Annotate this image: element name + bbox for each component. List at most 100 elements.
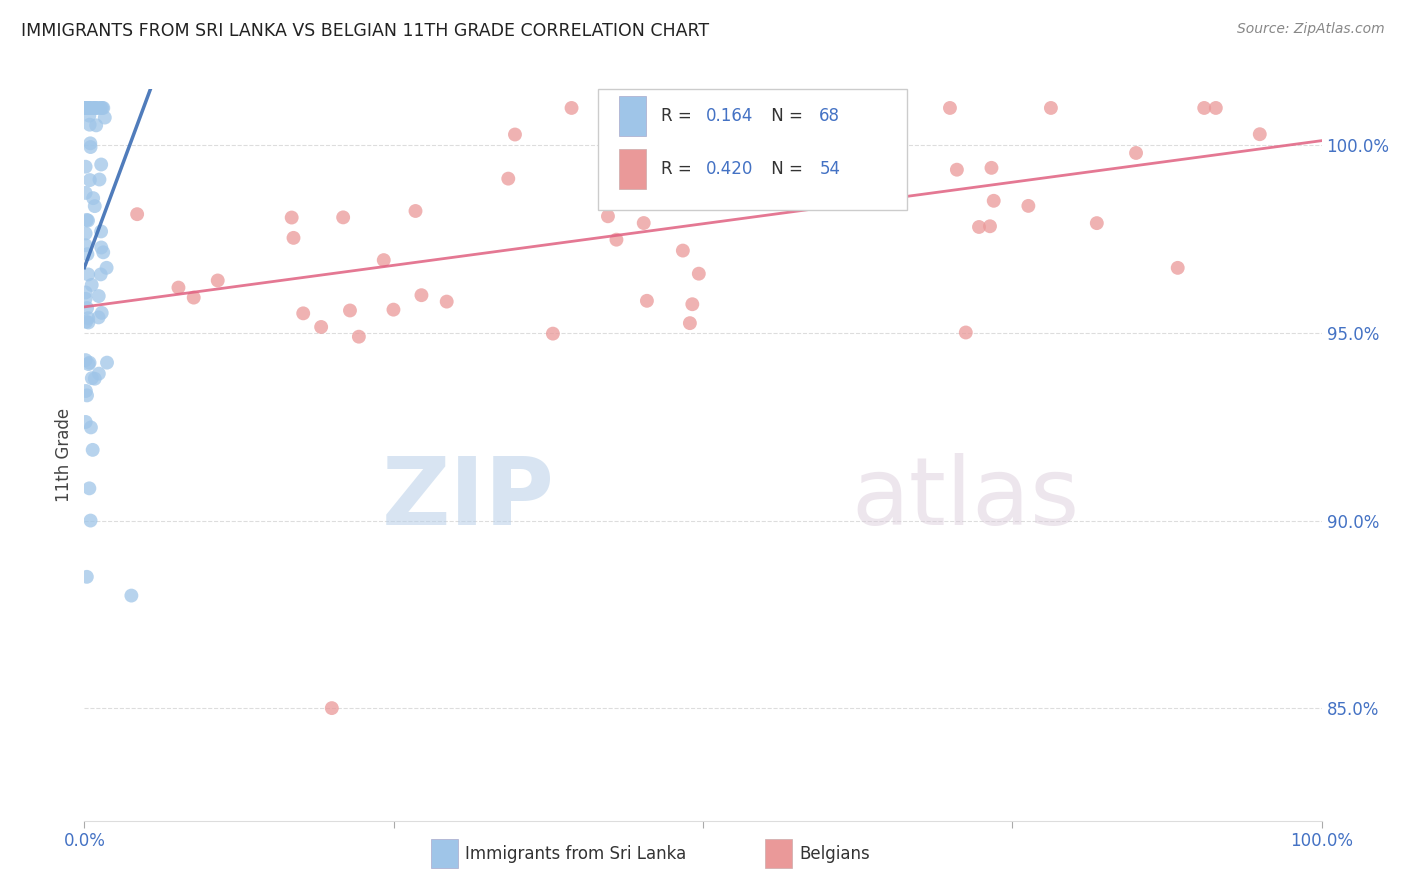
Point <box>90 157 112 171</box>
Point <box>79 140 101 154</box>
Point <box>339 303 361 318</box>
Y-axis label: 11th Grade: 11th Grade <box>55 408 73 502</box>
Point <box>120 589 142 603</box>
Point <box>75 238 97 252</box>
Point <box>292 306 315 320</box>
Text: 54: 54 <box>820 160 841 178</box>
Point <box>561 101 583 115</box>
Text: Belgians: Belgians <box>800 845 870 863</box>
Point <box>76 101 98 115</box>
Point <box>347 329 370 343</box>
Point <box>1039 101 1062 115</box>
Point <box>672 244 695 258</box>
Text: R =: R = <box>661 160 697 178</box>
FancyBboxPatch shape <box>765 838 792 868</box>
Point <box>90 240 112 254</box>
Point <box>880 120 903 135</box>
Point <box>75 415 97 429</box>
Point <box>733 167 755 181</box>
Point <box>90 224 112 238</box>
Point <box>80 371 103 385</box>
Point <box>679 316 702 330</box>
FancyBboxPatch shape <box>430 838 458 868</box>
Point <box>76 212 98 227</box>
FancyBboxPatch shape <box>619 95 647 136</box>
Point <box>127 207 149 221</box>
Point <box>309 320 332 334</box>
Point <box>283 231 305 245</box>
Point <box>967 219 990 234</box>
Text: Immigrants from Sri Lanka: Immigrants from Sri Lanka <box>465 845 686 863</box>
Point <box>167 280 190 294</box>
Point <box>83 372 105 386</box>
Text: N =: N = <box>766 107 808 125</box>
Point <box>77 357 100 371</box>
Point <box>1167 260 1189 275</box>
Point <box>79 101 101 115</box>
Point <box>411 288 433 302</box>
Text: Source: ZipAtlas.com: Source: ZipAtlas.com <box>1237 22 1385 37</box>
Point <box>77 316 100 330</box>
Point <box>87 101 110 115</box>
Point <box>77 268 100 282</box>
Point <box>596 209 619 223</box>
Point <box>207 273 229 287</box>
Point <box>633 216 655 230</box>
Point <box>76 247 98 261</box>
Point <box>77 101 100 115</box>
Point <box>79 109 101 123</box>
Point <box>94 111 117 125</box>
FancyBboxPatch shape <box>619 149 647 189</box>
Point <box>91 245 114 260</box>
Text: atlas: atlas <box>852 453 1080 545</box>
Point <box>681 297 703 311</box>
Point <box>83 199 105 213</box>
Point <box>76 101 98 115</box>
Point <box>77 101 100 115</box>
Point <box>688 267 710 281</box>
Point <box>79 118 101 132</box>
Point <box>80 277 103 292</box>
Point <box>75 101 97 115</box>
Point <box>75 285 97 300</box>
Point <box>79 356 101 370</box>
Text: R =: R = <box>661 107 697 125</box>
Point <box>321 701 343 715</box>
Point <box>1017 199 1039 213</box>
Point <box>90 306 112 320</box>
Text: 0.420: 0.420 <box>706 160 752 178</box>
Point <box>806 164 828 178</box>
Text: ZIP: ZIP <box>381 453 554 545</box>
Point <box>82 442 104 457</box>
Point <box>87 289 110 303</box>
Point <box>76 388 98 402</box>
Point <box>503 128 526 142</box>
Point <box>90 101 112 115</box>
Point <box>939 101 962 115</box>
Point <box>1205 101 1227 115</box>
Point <box>693 101 716 115</box>
Point <box>90 268 112 282</box>
Point <box>979 219 1001 234</box>
Point <box>77 101 100 115</box>
Point <box>76 301 98 315</box>
Point <box>75 101 97 115</box>
Point <box>332 211 354 225</box>
Point <box>848 194 870 209</box>
Point <box>96 260 118 275</box>
Point <box>436 294 458 309</box>
Point <box>89 172 111 186</box>
Point <box>84 119 107 133</box>
Point <box>79 481 101 495</box>
Point <box>82 101 104 115</box>
Point <box>75 186 97 200</box>
Point <box>75 160 97 174</box>
Text: 68: 68 <box>820 107 841 125</box>
Point <box>183 291 205 305</box>
Point <box>79 514 101 528</box>
Point <box>1085 216 1108 230</box>
Point <box>1125 145 1147 160</box>
Point <box>810 125 832 139</box>
Point <box>91 101 114 115</box>
Point <box>76 101 98 115</box>
